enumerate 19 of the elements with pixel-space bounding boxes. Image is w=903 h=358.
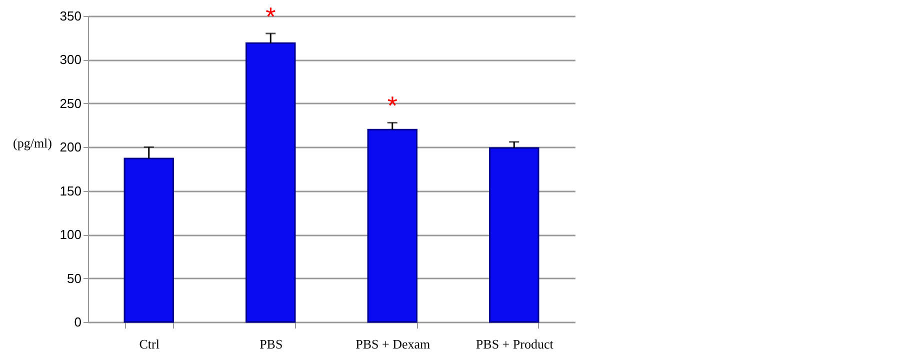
x-tick-label: PBS + Product <box>476 336 554 352</box>
y-tick-label: 300 <box>60 52 82 68</box>
bar <box>367 128 418 323</box>
x-tick-label: PBS <box>260 336 283 352</box>
y-tick-label: 0 <box>74 314 82 330</box>
x-tick-label: PBS + Dexam <box>356 336 430 352</box>
bar <box>124 158 174 323</box>
y-tick-label: 250 <box>60 96 82 111</box>
y-axis-title: (pg/ml) <box>13 136 52 150</box>
bar <box>246 42 296 323</box>
y-tick-label: 100 <box>60 227 82 242</box>
x-tick-label: Ctrl <box>139 336 160 352</box>
y-tick-label: 150 <box>60 183 82 198</box>
annotation: * <box>266 1 276 32</box>
bar <box>489 147 540 323</box>
y-tick-label: 200 <box>60 140 82 155</box>
y-tick-label: 350 <box>60 8 82 24</box>
y-tick-label: 50 <box>67 270 82 286</box>
annotation: * <box>387 90 398 121</box>
